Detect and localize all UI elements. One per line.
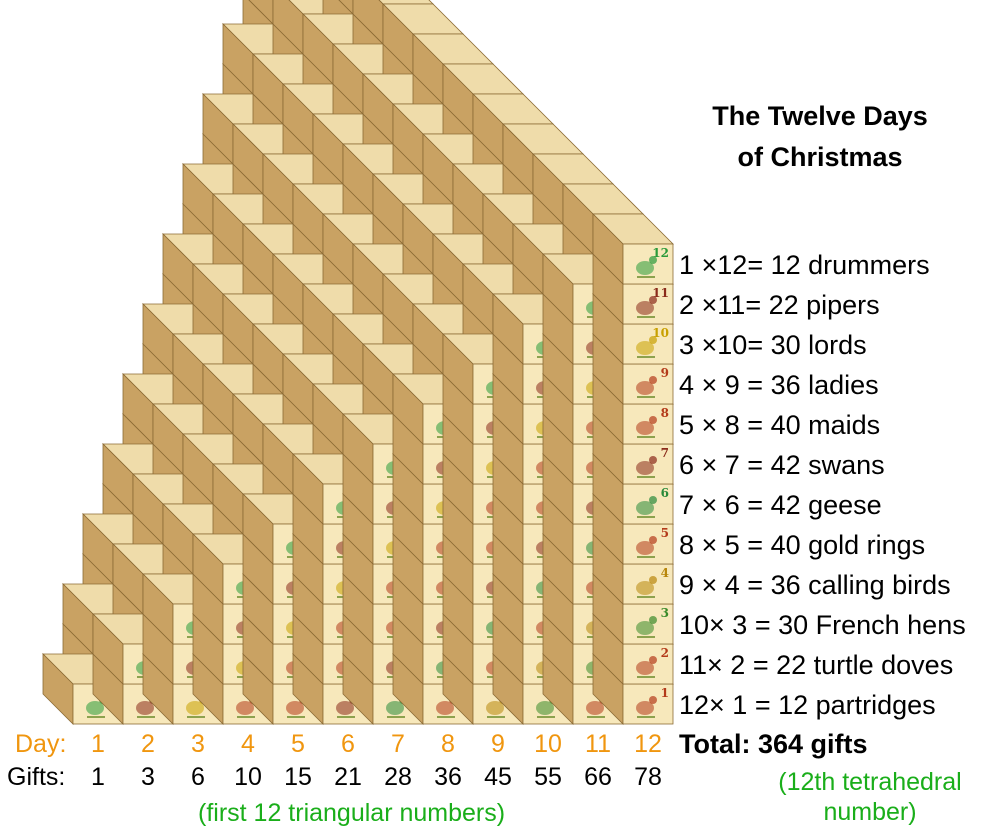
cumulative-gift-number: 3 [141, 763, 155, 791]
cumulative-gift-number: 15 [284, 763, 312, 791]
cumulative-gift-number: 6 [191, 763, 205, 791]
gifts-row-label: Gifts: [7, 763, 66, 791]
total-gifts: Total: 364 gifts [679, 729, 868, 759]
gift-line-french-hens: 10× 3 = 30 French hens [679, 610, 966, 640]
day-number: 1 [91, 730, 105, 758]
day-number: 3 [191, 730, 205, 758]
gift-line-lords: 3 ×10= 30 lords [679, 330, 867, 360]
day-number: 5 [291, 730, 305, 758]
cumulative-gift-number: 45 [484, 763, 512, 791]
tetrahedral-note-line-2: number) [823, 798, 917, 826]
block-day-number: 5 [661, 526, 669, 540]
day-number: 12 [634, 730, 662, 758]
triangular-numbers-note: (first 12 triangular numbers) [198, 799, 506, 827]
title-line-2: of Christmas [737, 142, 903, 172]
day-number: 7 [391, 730, 405, 758]
block-day-number: 7 [661, 446, 669, 460]
tetrahedral-number-note: (12th tetrahedral number) [745, 767, 995, 827]
block-day-number: 1 [661, 686, 669, 700]
cumulative-gift-number: 21 [334, 763, 362, 791]
day-row-label: Day: [15, 730, 67, 758]
cumulative-gift-number: 55 [534, 763, 562, 791]
block-day-number: 6 [661, 486, 669, 500]
gift-line-swans: 6 × 7 = 42 swans [679, 450, 885, 480]
block-day-number: 4 [661, 566, 669, 580]
tetrahedral-note-line-1: (12th tetrahedral [778, 768, 962, 796]
cumulative-gift-number: 36 [434, 763, 462, 791]
gift-line-geese: 7 × 6 = 42 geese [679, 490, 882, 520]
gift-line-ladies: 4 × 9 = 36 ladies [679, 370, 879, 400]
gift-line-maids: 5 × 8 = 40 maids [679, 410, 881, 440]
day-number: 11 [585, 730, 611, 758]
cumulative-gift-number: 28 [384, 763, 412, 791]
block-day-number: 2 [661, 646, 669, 660]
day-number: 6 [341, 730, 355, 758]
day-number: 9 [491, 730, 505, 758]
gift-line-turtle-doves: 11× 2 = 22 turtle doves [679, 650, 954, 680]
cumulative-gift-number: 10 [234, 763, 262, 791]
gift-block-stack: 1234567891011122345678910111212345678910… [42, 0, 674, 725]
cumulative-gift-number: 1 [91, 763, 105, 791]
block-day-number: 12 [652, 246, 669, 260]
gift-line-drummers: 1 ×12= 12 drummers [679, 250, 930, 280]
day-number: 4 [241, 730, 255, 758]
gift-line-pipers: 2 ×11= 22 pipers [679, 290, 880, 320]
block-day-number: 3 [661, 606, 669, 620]
gift-line-partridges: 12× 1 = 12 partridges [679, 690, 936, 720]
block-day-number: 11 [652, 286, 669, 300]
title-line-1: The Twelve Days [712, 101, 928, 131]
gift-line-gold-rings: 8 × 5 = 40 gold rings [679, 530, 926, 560]
gift-count-list: 1 ×12= 12 drummers 2 ×11= 22 pipers 3 ×1… [679, 245, 966, 725]
page-title: The Twelve Days of Christmas [680, 96, 960, 178]
block-day-number: 8 [661, 406, 669, 420]
block-day-number: 9 [661, 366, 669, 380]
cumulative-gift-number: 78 [634, 763, 662, 791]
day-number: 8 [441, 730, 455, 758]
block-day-number: 10 [652, 326, 669, 340]
gift-line-calling-birds: 9 × 4 = 36 calling birds [679, 570, 951, 600]
cumulative-gift-number: 66 [584, 763, 612, 791]
day-number: 2 [141, 730, 155, 758]
day-number: 10 [534, 730, 562, 758]
